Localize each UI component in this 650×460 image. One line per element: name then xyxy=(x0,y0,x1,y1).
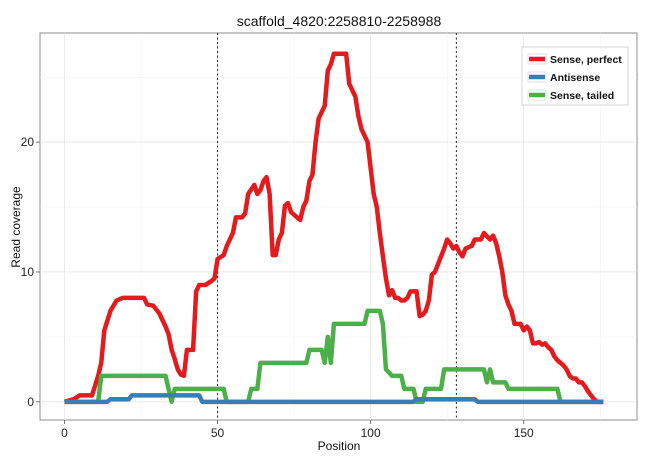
series-line-sense-tailed xyxy=(64,308,604,405)
y-tick-label: 0 xyxy=(27,395,34,409)
series-line-sense-perfect xyxy=(63,51,604,405)
x-axis-title: Position xyxy=(318,439,361,453)
reference-lines xyxy=(217,33,457,420)
y-axis-title: Read coverage xyxy=(9,186,23,268)
legend-label-antisense: Antisense xyxy=(550,72,600,84)
axis-ticks: 0 50 100 150 0 10 20 xyxy=(21,135,534,440)
y-tick-label: 10 xyxy=(21,265,35,279)
series-lines xyxy=(63,51,604,405)
series-line-antisense xyxy=(64,393,604,405)
x-tick-label: 100 xyxy=(361,426,381,440)
chart-title: scaffold_4820:2258810-2258988 xyxy=(237,13,442,29)
y-tick-label: 20 xyxy=(21,135,35,149)
x-tick-label: 50 xyxy=(211,426,225,440)
legend-label-sense-tailed: Sense, tailed xyxy=(550,90,614,102)
legend-label-sense-perfect: Sense, perfect xyxy=(550,54,622,66)
x-tick-label: 150 xyxy=(514,426,534,440)
x-tick-label: 0 xyxy=(61,426,68,440)
legend: Sense, perfect Antisense Sense, tailed xyxy=(521,46,629,106)
